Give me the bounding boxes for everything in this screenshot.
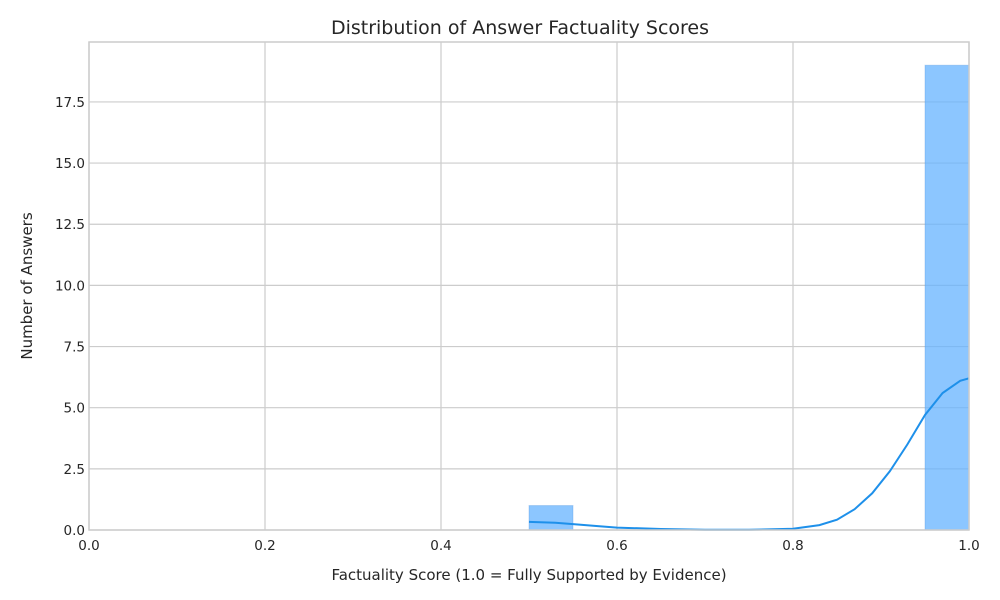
x-axis-label: Factuality Score (1.0 = Fully Supported … (331, 566, 726, 584)
histogram-bars (528, 64, 970, 531)
y-tick-label: 17.5 (55, 95, 85, 111)
x-tick-label: 0.4 (430, 538, 451, 554)
x-tick-label: 0.2 (254, 538, 275, 554)
histogram-bar (924, 64, 970, 531)
y-tick-label: 15.0 (55, 156, 85, 172)
y-tick-label: 10.0 (55, 278, 85, 294)
y-tick-label: 7.5 (64, 340, 85, 356)
y-tick-label: 2.5 (64, 462, 85, 478)
chart-title: Distribution of Answer Factuality Scores (331, 17, 709, 39)
x-tick-label: 0.8 (782, 538, 803, 554)
y-tick-label: 12.5 (55, 217, 85, 233)
plot-frame (88, 41, 970, 531)
y-tick-labels: 0.0 2.5 5.0 7.5 10.0 12.5 15.0 17.5 (55, 95, 85, 539)
x-tick-label: 1.0 (958, 538, 979, 554)
x-tick-labels: 0.0 0.2 0.4 0.6 0.8 1.0 (78, 538, 979, 554)
histogram-bar (528, 505, 574, 531)
y-tick-label: 5.0 (64, 401, 85, 417)
y-tick-label: 0.0 (64, 523, 85, 539)
kde-curve (528, 377, 970, 531)
grid-lines (88, 42, 970, 531)
x-tick-label: 0.6 (606, 538, 627, 554)
x-tick-label: 0.0 (78, 538, 99, 554)
y-axis-label: Number of Answers (18, 212, 36, 359)
